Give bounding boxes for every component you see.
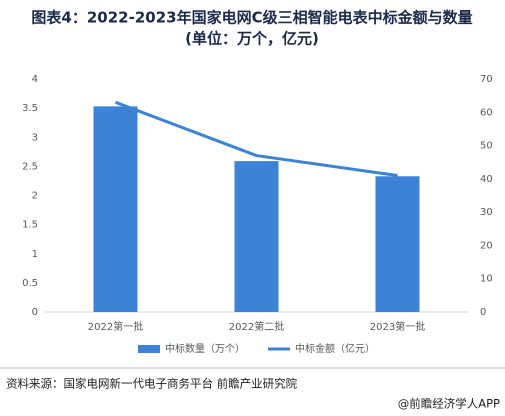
y-tick-label: 0.5 [22,278,38,289]
y2-tick-label: 50 [480,141,493,152]
y2-tick-label: 10 [480,274,493,285]
x-tick-label: 2022第二批 [229,320,284,333]
y-tick-label: 0 [32,307,38,318]
legend-label: 中标数量（万个） [165,342,245,355]
y2-tick-label: 20 [480,240,493,251]
bar [375,176,420,312]
y-tick-label: 4 [32,74,38,85]
y-tick-label: 1.5 [22,220,38,231]
line [114,100,398,178]
chart-subtitle: (单位：万个，亿元) [185,30,319,48]
y-tick-label: 2 [32,191,38,202]
chart-title: 图表4：2022-2023年国家电网C级三相智能电表中标金额与数量 [31,9,472,27]
y2-tick-label: 30 [480,207,493,218]
y2-tick-label: 0 [480,307,486,318]
bar [93,106,138,312]
y2-tick-label: 70 [480,74,493,85]
source: 资料来源：国家电网新一代电子商务平台 前瞻产业研究院 [6,377,298,391]
y-tick-label: 1 [32,249,38,260]
legend-swatch [138,345,160,353]
x-tick-label: 2022第一批 [88,320,143,333]
legend-label: 中标金额（亿元） [295,342,375,355]
bar [234,161,279,312]
x-tick-label: 2023第一批 [370,320,425,333]
y2-tick-label: 60 [480,107,493,118]
y-tick-label: 3 [32,132,38,143]
credit: @前瞻经济学人APP [398,397,500,411]
y-tick-label: 3.5 [22,103,38,114]
y2-tick-label: 40 [480,174,493,185]
y-tick-label: 2.5 [22,161,38,172]
